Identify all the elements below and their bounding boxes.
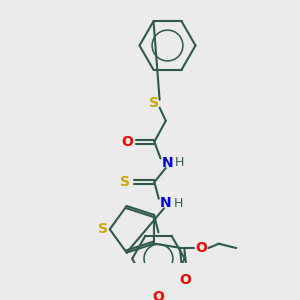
Text: O: O <box>152 290 164 300</box>
Text: S: S <box>98 222 108 236</box>
Text: O: O <box>179 274 190 287</box>
Text: H: H <box>175 156 184 169</box>
Text: H: H <box>173 196 183 209</box>
Text: O: O <box>195 241 207 255</box>
Text: O: O <box>121 135 133 149</box>
Text: S: S <box>149 96 159 110</box>
Text: N: N <box>162 156 173 170</box>
Text: N: N <box>160 196 172 210</box>
Text: S: S <box>121 175 130 189</box>
